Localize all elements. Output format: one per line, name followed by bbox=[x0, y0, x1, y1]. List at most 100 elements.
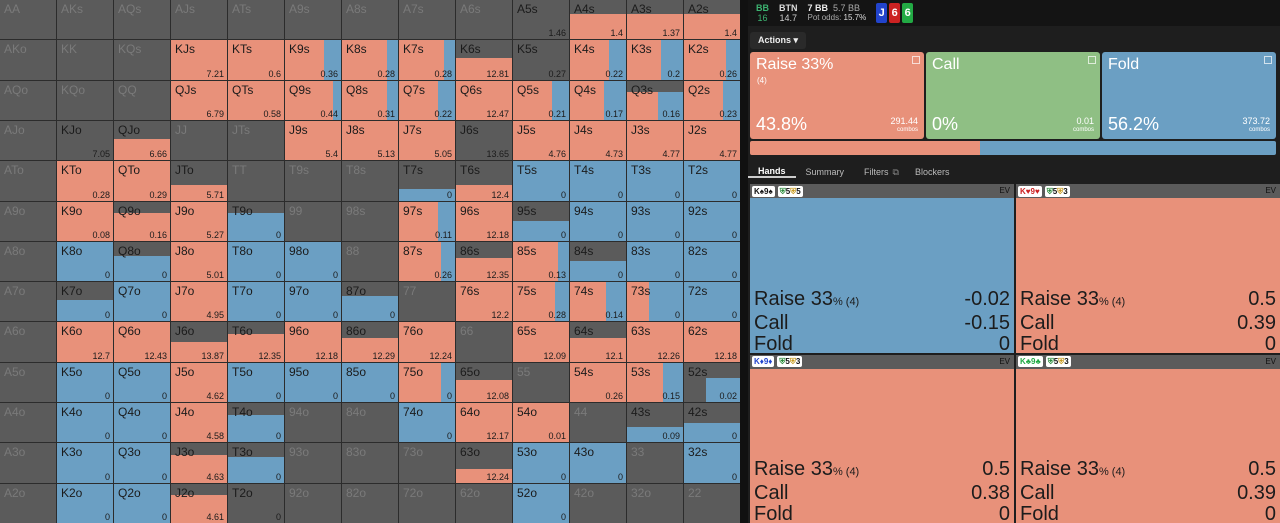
hand-cell-52o[interactable]: 52o 0 bbox=[513, 483, 569, 523]
hand-cell-96s[interactable]: 96s 12.18 bbox=[456, 201, 512, 241]
hand-cell-k2o[interactable]: K2o 0 bbox=[57, 483, 113, 523]
hand-cell-72o[interactable]: 72o bbox=[399, 483, 455, 523]
hand-cell-42o[interactable]: 42o bbox=[570, 483, 626, 523]
hand-cell-32o[interactable]: 32o bbox=[627, 483, 683, 523]
hand-cell-a8o[interactable]: A8o bbox=[0, 241, 56, 282]
hand-cell-q5o[interactable]: Q5o 0 bbox=[114, 362, 170, 403]
board-card[interactable]: 6 bbox=[902, 3, 914, 23]
hand-cell-k3o[interactable]: K3o 0 bbox=[57, 443, 113, 483]
hand-cell-k4o[interactable]: K4o 0 bbox=[57, 403, 113, 443]
hand-cell-j3s[interactable]: J3s 4.77 bbox=[627, 120, 683, 161]
tab-filters[interactable]: Filters bbox=[864, 167, 889, 177]
hand-cell-87o[interactable]: 87o 0 bbox=[342, 282, 398, 322]
hand-cell-85o[interactable]: 85o 0 bbox=[342, 362, 398, 403]
hand-cell-72s[interactable]: 72s 0 bbox=[684, 282, 740, 322]
hand-cell-74o[interactable]: 74o 0 bbox=[399, 403, 455, 443]
hand-cell-k9o[interactable]: K9o 0.08 bbox=[57, 201, 113, 241]
fold-tile[interactable]: Fold 56.2% 373.72 combos bbox=[1102, 52, 1276, 139]
hand-cell-92s[interactable]: 92s 0 bbox=[684, 201, 740, 241]
hand-cell-86s[interactable]: 86s 12.35 bbox=[456, 241, 512, 282]
hand-cell-j2s[interactable]: J2s 4.77 bbox=[684, 120, 740, 161]
hand-cell-74s[interactable]: 74s 0.14 bbox=[570, 282, 626, 322]
hand-cell-q8o[interactable]: Q8o 0 bbox=[114, 241, 170, 282]
hand-combo-card[interactable]: K♠9♠ ⛨5⛨5 EV Raise 33% (4) -0.02 Call -0.15 Fol… bbox=[750, 184, 1014, 353]
hand-cell-88[interactable]: 88 bbox=[342, 241, 398, 282]
hand-cell-q7o[interactable]: Q7o 0 bbox=[114, 282, 170, 322]
tab-summary[interactable]: Summary bbox=[805, 167, 845, 177]
hand-cell-63s[interactable]: 63s 12.26 bbox=[627, 322, 683, 362]
hand-cell-tt[interactable]: TT bbox=[228, 161, 284, 201]
hand-cell-83o[interactable]: 83o bbox=[342, 443, 398, 483]
hand-cell-k5s[interactable]: K5s 0.27 bbox=[513, 40, 569, 80]
hand-cell-q2o[interactable]: Q2o 0 bbox=[114, 483, 170, 523]
hand-cell-q3s[interactable]: Q3s 0.16 bbox=[627, 80, 683, 120]
hand-cell-j5s[interactable]: J5s 4.76 bbox=[513, 120, 569, 161]
hand-cell-k7s[interactable]: K7s 0.28 bbox=[399, 40, 455, 80]
hand-cell-q8s[interactable]: Q8s 0.31 bbox=[342, 80, 398, 120]
hand-cell-k8s[interactable]: K8s 0.28 bbox=[342, 40, 398, 80]
hand-cell-t8o[interactable]: T8o 0 bbox=[228, 241, 284, 282]
hand-cell-j7o[interactable]: J7o 4.95 bbox=[171, 282, 227, 322]
hand-combo-card[interactable]: K♣9♣ ⛨5⛨3 EV Raise 33% (4) 0.5 Call 0.39 Fold 0 bbox=[1016, 354, 1280, 523]
hand-cell-43o[interactable]: 43o 0 bbox=[570, 443, 626, 483]
hand-cell-a9o[interactable]: A9o bbox=[0, 201, 56, 241]
hand-cell-j3o[interactable]: J3o 4.63 bbox=[171, 443, 227, 483]
hand-cell-86o[interactable]: 86o 12.29 bbox=[342, 322, 398, 362]
hand-cell-aa[interactable]: AA bbox=[0, 0, 56, 40]
hand-cell-95s[interactable]: 95s 0 bbox=[513, 201, 569, 241]
hand-cell-q3o[interactable]: Q3o 0 bbox=[114, 443, 170, 483]
details-icon[interactable] bbox=[912, 56, 920, 64]
hand-cell-94o[interactable]: 94o bbox=[285, 403, 341, 443]
hand-cell-64s[interactable]: 64s 12.1 bbox=[570, 322, 626, 362]
hand-cell-97o[interactable]: 97o 0 bbox=[285, 282, 341, 322]
hand-cell-62o[interactable]: 62o bbox=[456, 483, 512, 523]
hand-cell-qjo[interactable]: QJo 6.66 bbox=[114, 120, 170, 161]
hand-cell-54o[interactable]: 54o 0.01 bbox=[513, 403, 569, 443]
hand-cell-a2s[interactable]: A2s 1.4 bbox=[684, 0, 740, 40]
hand-cell-j5o[interactable]: J5o 4.62 bbox=[171, 362, 227, 403]
details-icon[interactable] bbox=[1264, 56, 1272, 64]
hand-cell-k5o[interactable]: K5o 0 bbox=[57, 362, 113, 403]
hand-cell-j7s[interactable]: J7s 5.05 bbox=[399, 120, 455, 161]
hand-cell-a3s[interactable]: A3s 1.37 bbox=[627, 0, 683, 40]
hand-cell-t7s[interactable]: T7s 0 bbox=[399, 161, 455, 201]
hand-cell-jto[interactable]: JTo 5.71 bbox=[171, 161, 227, 201]
hand-cell-a5o[interactable]: A5o bbox=[0, 362, 56, 403]
panel-divider[interactable] bbox=[740, 0, 748, 523]
hand-cell-82o[interactable]: 82o bbox=[342, 483, 398, 523]
hand-cell-k9s[interactable]: K9s 0.36 bbox=[285, 40, 341, 80]
hand-cell-k3s[interactable]: K3s 0.2 bbox=[627, 40, 683, 80]
hand-cell-t3o[interactable]: T3o 0 bbox=[228, 443, 284, 483]
hand-cell-a7o[interactable]: A7o bbox=[0, 282, 56, 322]
hand-cell-a3o[interactable]: A3o bbox=[0, 443, 56, 483]
hand-cell-a5s[interactable]: A5s 1.46 bbox=[513, 0, 569, 40]
hand-cell-t2o[interactable]: T2o 0 bbox=[228, 483, 284, 523]
hand-cell-73o[interactable]: 73o bbox=[399, 443, 455, 483]
hand-cell-a8s[interactable]: A8s bbox=[342, 0, 398, 40]
hand-cell-qjs[interactable]: QJs 6.79 bbox=[171, 80, 227, 120]
hand-cell-kqo[interactable]: KQo bbox=[57, 80, 113, 120]
hand-cell-t6o[interactable]: T6o 12.35 bbox=[228, 322, 284, 362]
hand-cell-t9o[interactable]: T9o 0 bbox=[228, 201, 284, 241]
hand-cell-93o[interactable]: 93o bbox=[285, 443, 341, 483]
hand-cell-96o[interactable]: 96o 12.18 bbox=[285, 322, 341, 362]
raise-33-tile[interactable]: Raise 33% (4) 43.8% 291.44 combos bbox=[750, 52, 924, 139]
hand-cell-87s[interactable]: 87s 0.26 bbox=[399, 241, 455, 282]
actions-dropdown-button[interactable]: Actions ▾ bbox=[750, 31, 807, 49]
hand-cell-55[interactable]: 55 bbox=[513, 362, 569, 403]
hand-cell-ako[interactable]: AKo bbox=[0, 40, 56, 80]
hand-cell-53o[interactable]: 53o 0 bbox=[513, 443, 569, 483]
hand-cell-97s[interactable]: 97s 0.11 bbox=[399, 201, 455, 241]
hand-cell-64o[interactable]: 64o 12.17 bbox=[456, 403, 512, 443]
hand-cell-a4s[interactable]: A4s 1.4 bbox=[570, 0, 626, 40]
hand-cell-j9o[interactable]: J9o 5.27 bbox=[171, 201, 227, 241]
hand-cell-83s[interactable]: 83s 0 bbox=[627, 241, 683, 282]
hand-cell-qto[interactable]: QTo 0.29 bbox=[114, 161, 170, 201]
hand-cell-kjs[interactable]: KJs 7.21 bbox=[171, 40, 227, 80]
hand-cell-76s[interactable]: 76s 12.2 bbox=[456, 282, 512, 322]
hand-cell-q5s[interactable]: Q5s 0.21 bbox=[513, 80, 569, 120]
hand-cell-q9o[interactable]: Q9o 0.16 bbox=[114, 201, 170, 241]
hand-cell-93s[interactable]: 93s 0 bbox=[627, 201, 683, 241]
hand-cell-75s[interactable]: 75s 0.28 bbox=[513, 282, 569, 322]
hand-cell-84s[interactable]: 84s 0 bbox=[570, 241, 626, 282]
